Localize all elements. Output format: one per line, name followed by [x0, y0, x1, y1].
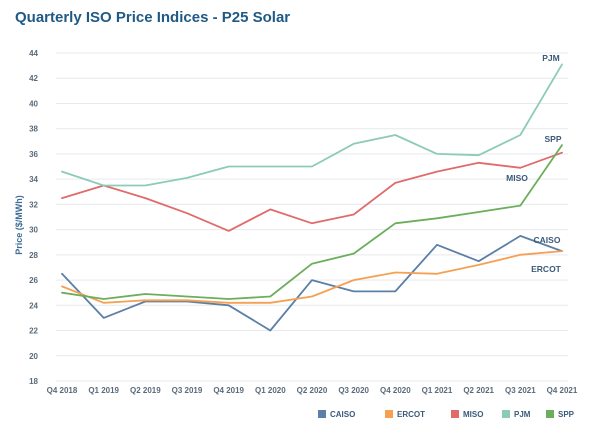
legend-label: MISO	[463, 410, 483, 419]
y-tick-label: 38	[29, 125, 38, 134]
legend-label: CAISO	[330, 410, 355, 419]
x-tick-label: Q4 2021	[547, 386, 578, 395]
y-tick-label: 26	[29, 276, 38, 285]
legend-swatch	[385, 410, 393, 418]
chart-title: Quarterly ISO Price Indices - P25 Solar	[15, 9, 291, 26]
x-tick-label: Q1 2021	[422, 386, 453, 395]
x-tick-label: Q2 2020	[297, 386, 328, 395]
series-line-ercot	[61, 250, 563, 304]
y-tick-label: 42	[29, 74, 38, 83]
legend-label: ERCOT	[397, 410, 425, 419]
y-tick-label: 24	[29, 301, 38, 310]
x-tick-label: Q3 2020	[338, 386, 369, 395]
y-tick-label: 32	[29, 200, 38, 209]
series-line-pjm	[61, 63, 563, 187]
legend-label: SPP	[558, 410, 575, 419]
series-line-caiso	[61, 234, 563, 332]
series-end-label-ercot: ERCOT	[531, 264, 562, 274]
x-tick-label: Q2 2019	[130, 386, 161, 395]
y-tick-label: 36	[29, 150, 38, 159]
series-end-label-spp: SPP	[544, 134, 561, 144]
legend-swatch	[318, 410, 326, 418]
x-tick-label: Q2 2021	[463, 386, 494, 395]
x-tick-label: Q3 2019	[172, 386, 203, 395]
series-end-label-caiso: CAISO	[534, 235, 561, 245]
legend-swatch	[502, 410, 510, 418]
y-tick-label: 28	[29, 251, 38, 260]
x-tick-label: Q4 2020	[380, 386, 411, 395]
y-tick-label: 34	[29, 175, 38, 184]
y-axis-title: Price ($/MWh)	[14, 195, 24, 255]
y-tick-label: 30	[29, 226, 38, 235]
y-tick-label: 40	[29, 99, 38, 108]
series-line-spp	[61, 144, 563, 300]
series-line-miso	[61, 151, 563, 232]
series-end-label-miso: MISO	[506, 173, 528, 183]
series-end-label-pjm: PJM	[542, 53, 559, 63]
y-tick-label: 20	[29, 352, 38, 361]
x-tick-label: Q3 2021	[505, 386, 536, 395]
x-tick-label: Q1 2020	[255, 386, 286, 395]
y-tick-label: 44	[29, 49, 38, 58]
legend-swatch	[546, 410, 554, 418]
x-tick-label: Q4 2018	[47, 386, 78, 395]
y-tick-label: 18	[29, 377, 38, 386]
legend-swatch	[451, 410, 459, 418]
x-tick-label: Q1 2019	[88, 386, 119, 395]
legend-label: PJM	[514, 410, 531, 419]
y-tick-label: 22	[29, 327, 38, 336]
x-tick-label: Q4 2019	[213, 386, 244, 395]
